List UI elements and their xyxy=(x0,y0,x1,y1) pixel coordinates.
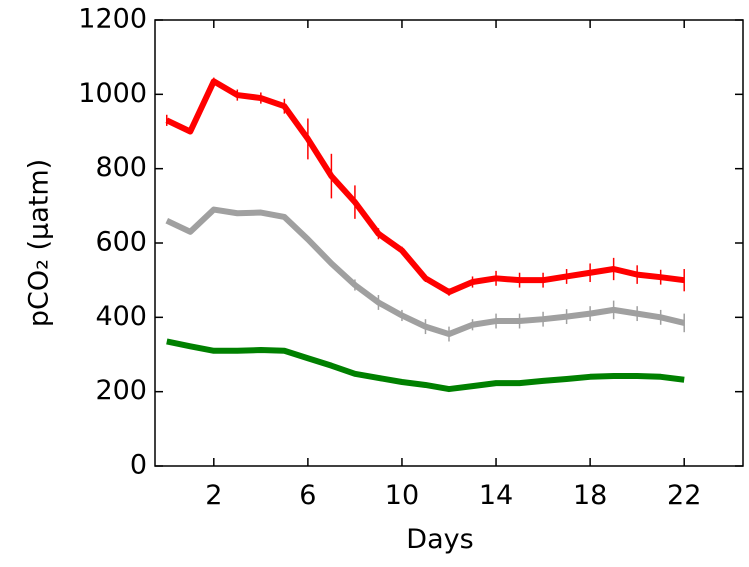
x-tick-label: 14 xyxy=(479,480,513,511)
y-tick-label: 600 xyxy=(95,227,147,258)
y-axis-label: pCO₂ (μatm) xyxy=(24,159,55,327)
y-tick-label: 400 xyxy=(95,301,147,332)
y-tick-label: 1000 xyxy=(78,78,147,109)
y-tick-label: 800 xyxy=(95,152,147,183)
y-tick-label: 1200 xyxy=(78,4,147,35)
x-tick-label: 18 xyxy=(573,480,607,511)
x-tick-label: 6 xyxy=(299,480,316,511)
x-axis-label: Days xyxy=(406,524,473,555)
y-tick-label: 0 xyxy=(130,450,147,481)
line xyxy=(165,78,685,296)
y-tick-label: 200 xyxy=(95,375,147,406)
x-tick-label: 22 xyxy=(667,480,701,511)
plot-frame xyxy=(154,19,744,467)
x-tick-label: 10 xyxy=(385,480,419,511)
x-tick-label: 2 xyxy=(205,480,222,511)
line xyxy=(166,338,685,393)
